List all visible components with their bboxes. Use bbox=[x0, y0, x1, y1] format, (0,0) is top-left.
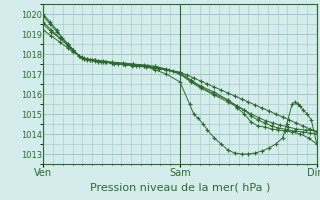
X-axis label: Pression niveau de la mer( hPa ): Pression niveau de la mer( hPa ) bbox=[90, 182, 270, 192]
